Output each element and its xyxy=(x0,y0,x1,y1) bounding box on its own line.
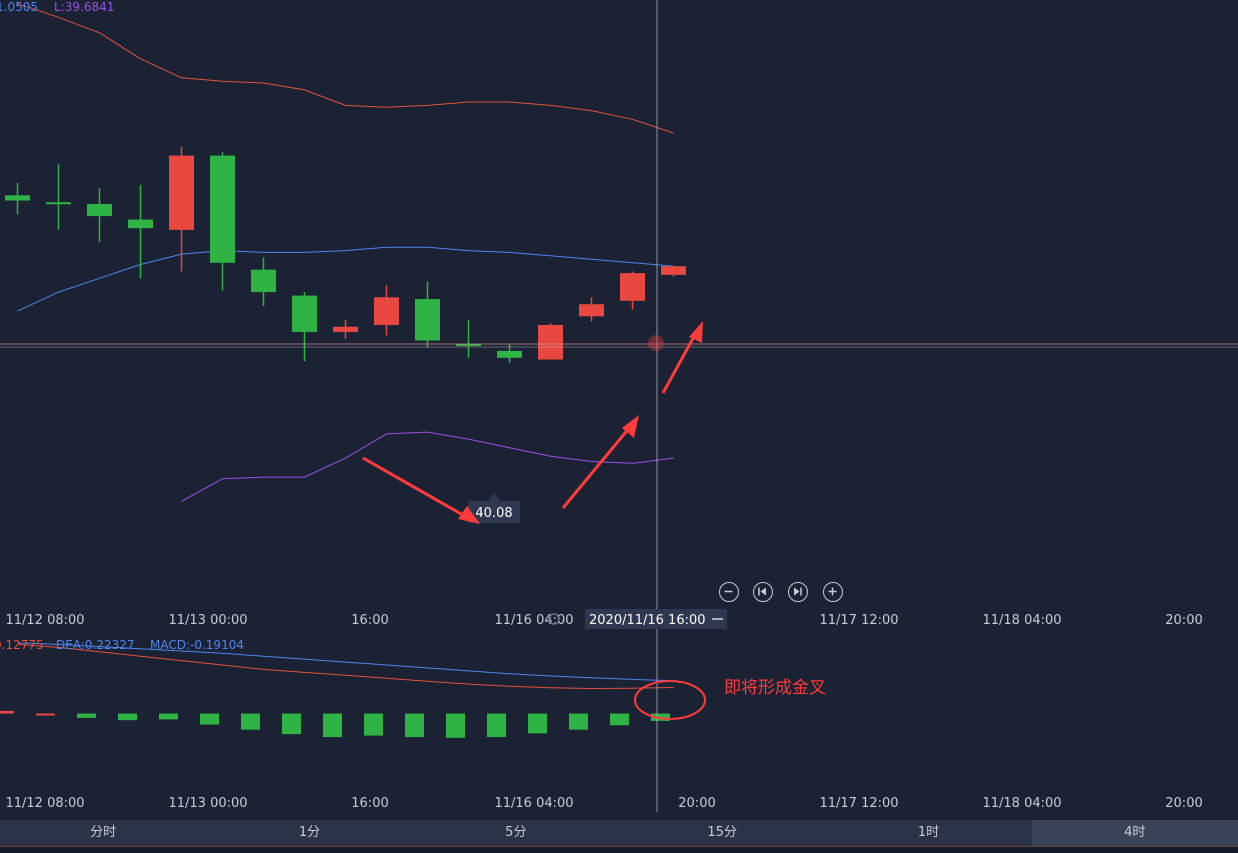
arrow-up-2 xyxy=(661,332,698,394)
candle-body xyxy=(374,297,399,325)
macd-bar xyxy=(446,713,465,738)
candle-body xyxy=(538,324,563,360)
dif-line xyxy=(17,643,674,690)
skip-forward-icon xyxy=(794,587,802,596)
price-label-box xyxy=(468,501,520,523)
macd-histogram xyxy=(0,710,670,738)
macd-bar xyxy=(36,713,55,716)
tab-1hour[interactable]: 1时 xyxy=(917,825,940,840)
macd-bar xyxy=(323,713,342,738)
main-x-tick: 11/16 04:00 xyxy=(494,613,573,628)
zoom-out-button[interactable] xyxy=(719,582,739,602)
main-x-tick: 11/17 12:00 xyxy=(819,613,898,628)
macd-bar xyxy=(405,713,424,738)
dea-line xyxy=(17,642,674,682)
golden-cross-circle xyxy=(634,680,706,720)
main-x-tick: 20:00 xyxy=(1165,613,1202,628)
candle-body xyxy=(292,295,317,332)
tab-15min[interactable]: 15分 xyxy=(707,825,737,840)
price-label: 40.08 xyxy=(475,506,512,521)
zoom-out-icon xyxy=(724,590,733,593)
arrow-down xyxy=(362,456,471,521)
candle-body xyxy=(333,326,358,332)
macd-x-tick: 16:00 xyxy=(351,796,388,811)
skip-forward-button[interactable] xyxy=(788,582,808,602)
target-icon xyxy=(548,613,560,625)
macd-bar xyxy=(118,713,137,721)
candle-body xyxy=(87,203,112,217)
macd-x-tick: 11/17 12:00 xyxy=(819,796,898,811)
macd-x-tick: 11/12 08:00 xyxy=(5,796,84,811)
golden-cross-note: 即将形成金叉 xyxy=(724,678,826,698)
main-x-axis: 11/12 08:00 11/13 00:00 16:00 11/16 04:00 11… xyxy=(5,613,1202,628)
candle-body xyxy=(620,273,645,301)
candle-body xyxy=(5,195,30,201)
arrow-up-1-head xyxy=(622,415,639,438)
main-x-tick: 11/13 00:00 xyxy=(168,613,247,628)
main-x-tick: 11/18 04:00 xyxy=(982,613,1061,628)
candle-body xyxy=(456,343,481,346)
arrow-up-2-head xyxy=(689,321,703,343)
candle-body xyxy=(661,266,686,275)
macd-x-tick: 11/13 00:00 xyxy=(168,796,247,811)
bollinger-upper-line xyxy=(17,3,674,134)
main-x-tick: 11/12 08:00 xyxy=(5,613,84,628)
skip-back-button[interactable] xyxy=(753,582,773,602)
macd-bar xyxy=(487,713,506,738)
arrow-up-1 xyxy=(561,426,632,509)
candle-body xyxy=(251,269,276,293)
macd-x-tick: 11/16 04:00 xyxy=(494,796,573,811)
macd-bar xyxy=(0,710,14,714)
bollinger-bands xyxy=(17,3,674,502)
macd-x-tick: 11/18 04:00 xyxy=(982,796,1061,811)
macd-bar xyxy=(528,713,547,734)
dif-label: 0.12775 xyxy=(0,638,44,652)
main-x-tick: 16:00 xyxy=(351,613,388,628)
macd-bar xyxy=(569,713,588,730)
macd-bar xyxy=(610,713,629,726)
macd-bar xyxy=(282,713,301,735)
macd-x-tick: 20:00 xyxy=(678,796,715,811)
candle-body xyxy=(497,350,522,358)
macd-label: MACD:-0.19104 xyxy=(150,638,244,652)
candle-body xyxy=(579,304,604,317)
tab-4hour[interactable]: 4时 xyxy=(1031,820,1238,846)
candle-body xyxy=(169,155,194,230)
price-label-pointer xyxy=(488,493,500,501)
macd-x-axis: 11/12 08:00 11/13 00:00 16:00 11/16 04:00 20… xyxy=(5,796,1202,811)
candle-body xyxy=(210,155,235,263)
macd-bar xyxy=(159,713,178,720)
candle-body xyxy=(46,202,71,205)
macd-bar xyxy=(651,713,670,721)
macd-bar xyxy=(77,713,96,718)
time-label-box xyxy=(585,609,727,629)
macd-bar xyxy=(200,713,219,725)
tab-5min[interactable]: 5分 xyxy=(505,825,527,840)
bollinger-mid-line xyxy=(17,246,674,312)
tab-1min[interactable]: 1分 xyxy=(298,825,321,840)
time-label: 2020/11/16 16:00 xyxy=(589,613,706,628)
candle-body xyxy=(415,299,440,341)
upper-high-label: 1.0505 xyxy=(0,0,38,14)
candle-body xyxy=(128,219,153,229)
zoom-in-icon xyxy=(828,587,837,596)
annotation-arrows xyxy=(362,321,703,524)
timeframe-tabs: 分时 1分 5分 15分 1时 4时 xyxy=(0,820,1238,846)
bottom-border xyxy=(0,846,1238,853)
zoom-in-button[interactable] xyxy=(823,582,843,602)
tab-timeshare[interactable]: 分时 xyxy=(90,825,117,840)
macd-lines xyxy=(17,642,674,690)
macd-x-tick: 20:00 xyxy=(1165,796,1202,811)
skip-back-icon xyxy=(758,587,766,596)
macd-bar xyxy=(364,713,383,736)
arrow-down-head xyxy=(458,506,480,524)
bollinger-lower-line xyxy=(181,431,674,502)
candles xyxy=(5,146,686,363)
dea-label: DEA:0.22327 xyxy=(56,638,135,652)
macd-bar xyxy=(241,713,260,730)
crosshair-highlight xyxy=(648,335,664,351)
lower-low-label: L:39.6841 xyxy=(54,0,114,14)
